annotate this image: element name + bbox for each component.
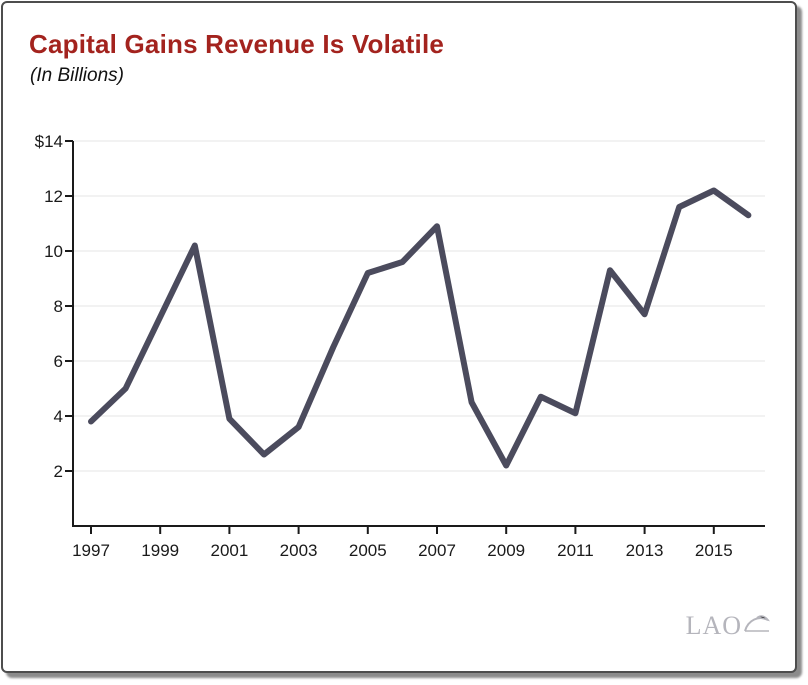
line-chart-svg: 2 4 6 8 10 12 $14 1997 1999 2001 2003 2005 2007 2009 2… [35,132,765,560]
lao-logo-text: LAO [685,611,742,640]
x-tick-label-2007: 2007 [418,541,456,560]
x-tick-label-1997: 1997 [72,541,110,560]
y-tick-label-4: 4 [54,407,63,426]
y-tick-label-8: 8 [54,297,63,316]
x-tick-label-2011: 2011 [557,541,594,560]
x-tick-label-2009: 2009 [487,541,525,560]
y-tick-label-2: 2 [54,462,63,481]
page-subtitle: (In Billions) [30,65,124,86]
lao-logo: LAO [686,612,771,639]
y-tick-label-14: $14 [35,132,63,151]
x-tick-label-2001: 2001 [210,541,248,560]
capital-gains-revenue-line [88,187,752,469]
y-tick-label-12: 12 [44,187,63,206]
y-tick-label-10: 10 [44,242,63,261]
x-tick-label-2003: 2003 [280,541,318,560]
page-title: Capital Gains Revenue Is Volatile [29,29,445,59]
x-tick-label-1999: 1999 [141,541,179,560]
x-tick-label-2005: 2005 [349,541,387,560]
chart-card: Capital Gains Revenue Is Volatile (In Bi… [1,1,797,673]
x-tick-label-2015: 2015 [695,541,733,560]
lao-dome-icon [743,612,771,639]
x-tick-label-2013: 2013 [626,541,664,560]
y-tick-label-6: 6 [54,352,63,371]
